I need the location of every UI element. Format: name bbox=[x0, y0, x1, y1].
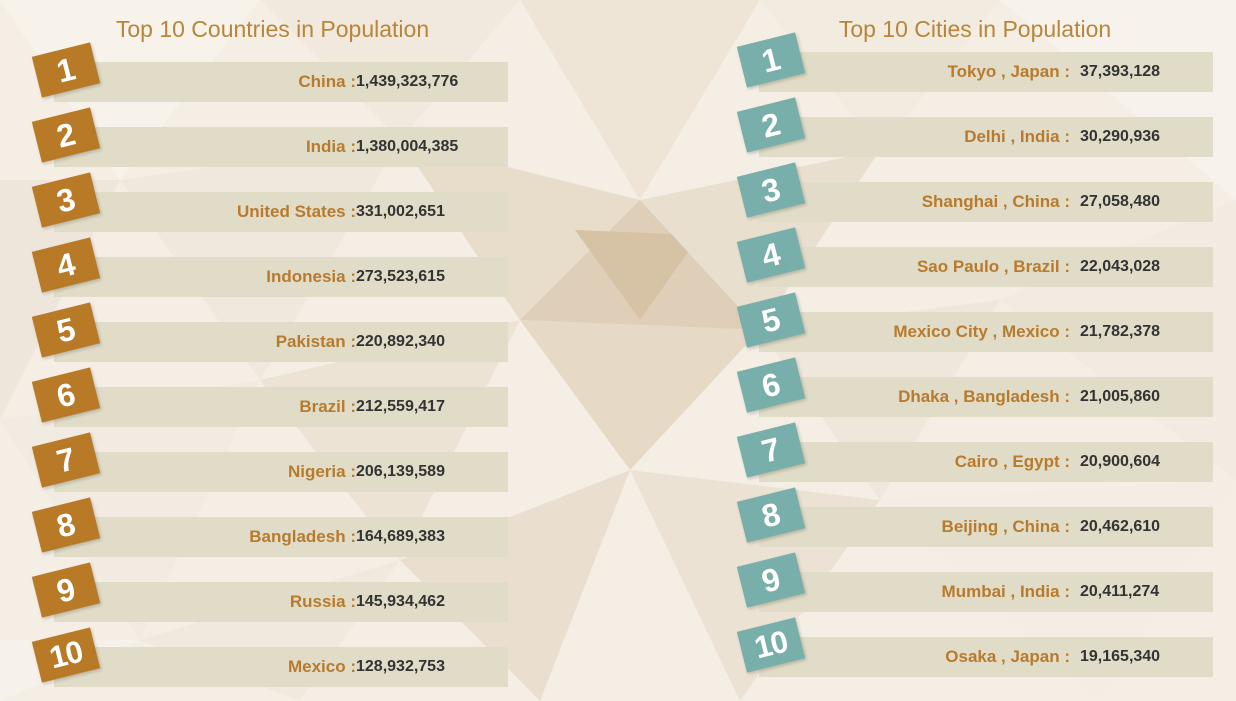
city-population: 27,058,480 bbox=[1080, 193, 1161, 210]
row-bar bbox=[759, 312, 1213, 352]
city-population: 21,005,860 bbox=[1080, 388, 1161, 405]
country-row: 9 Russia : 145,934,462 bbox=[30, 562, 510, 633]
row-bar bbox=[759, 572, 1213, 612]
city-population: 20,411,274 bbox=[1080, 583, 1160, 600]
row-bar bbox=[54, 192, 508, 232]
row-bar bbox=[759, 637, 1213, 677]
country-name: China : bbox=[298, 72, 356, 91]
row-bar bbox=[54, 452, 508, 492]
city-row: 6 Dhaka , Bangladesh : 21,005,860 bbox=[735, 357, 1215, 428]
countries-title: Top 10 Countries in Population bbox=[115, 16, 430, 42]
row-bar bbox=[54, 257, 508, 297]
city-row: 1 Tokyo , Japan : 37,393,128 bbox=[735, 32, 1215, 103]
country-population: 164,689,383 bbox=[356, 528, 445, 545]
city-name: Sao Paulo , Brazil : bbox=[916, 257, 1070, 276]
country-row: 7 Nigeria : 206,139,589 bbox=[30, 432, 510, 503]
row-bar bbox=[54, 387, 508, 427]
city-row: 8 Beijing , China : 20,462,610 bbox=[735, 487, 1215, 558]
country-population: 206,139,589 bbox=[356, 463, 445, 480]
row-bar bbox=[54, 582, 508, 622]
row-bar bbox=[759, 182, 1213, 222]
city-population: 20,462,610 bbox=[1080, 518, 1161, 535]
country-population: 1,439,323,776 bbox=[356, 73, 459, 90]
city-name: Osaka , Japan : bbox=[945, 647, 1070, 666]
city-population: 22,043,028 bbox=[1080, 258, 1161, 275]
city-name: Mexico City , Mexico : bbox=[893, 322, 1070, 341]
city-name: Delhi , India : bbox=[964, 127, 1070, 146]
row-bar bbox=[54, 322, 508, 362]
city-population: 19,165,340 bbox=[1080, 648, 1161, 665]
city-row: 2 Delhi , India : 30,290,936 bbox=[735, 97, 1215, 168]
city-row: 9 Mumbai , India : 20,411,274 bbox=[735, 552, 1215, 623]
city-name: Mumbai , India : bbox=[941, 582, 1070, 601]
country-row: 2 India : 1,380,004,385 bbox=[30, 107, 510, 178]
country-row: 6 Brazil : 212,559,417 bbox=[30, 367, 510, 438]
row-bar bbox=[759, 247, 1213, 287]
country-row: 8 Bangladesh : 164,689,383 bbox=[30, 497, 510, 568]
row-bar bbox=[759, 52, 1213, 92]
country-row: 3 United States : 331,002,651 bbox=[30, 172, 510, 243]
country-row: 10 Mexico : 128,932,753 bbox=[30, 627, 510, 698]
city-population: 20,900,604 bbox=[1080, 453, 1161, 470]
city-population: 21,782,378 bbox=[1080, 323, 1161, 340]
country-population: 1,380,004,385 bbox=[356, 138, 459, 155]
city-row: 3 Shanghai , China : 27,058,480 bbox=[735, 162, 1215, 233]
cities-list: 1 Tokyo , Japan : 37,393,128 2 Delhi , I… bbox=[735, 0, 1215, 701]
row-bar bbox=[759, 442, 1213, 482]
country-name: Indonesia : bbox=[266, 267, 356, 286]
country-population: 331,002,651 bbox=[356, 203, 445, 220]
city-population: 30,290,936 bbox=[1080, 128, 1161, 145]
country-population: 145,934,462 bbox=[356, 593, 445, 610]
row-bar bbox=[54, 647, 508, 687]
city-name: Dhaka , Bangladesh : bbox=[898, 387, 1070, 406]
country-population: 273,523,615 bbox=[356, 268, 445, 285]
city-name: Shanghai , China : bbox=[921, 192, 1070, 211]
country-name: India : bbox=[305, 137, 356, 156]
city-name: Beijing , China : bbox=[941, 517, 1070, 536]
row-bar bbox=[759, 507, 1213, 547]
country-population: 220,892,340 bbox=[356, 333, 445, 350]
row-bar bbox=[759, 377, 1213, 417]
city-row: 7 Cairo , Egypt : 20,900,604 bbox=[735, 422, 1215, 493]
country-name: Russia : bbox=[289, 592, 356, 611]
country-name: Pakistan : bbox=[275, 332, 356, 351]
country-name: Brazil : bbox=[299, 397, 356, 416]
row-bar bbox=[54, 62, 508, 102]
row-bar bbox=[54, 127, 508, 167]
country-population: 212,559,417 bbox=[356, 398, 445, 415]
city-name: Tokyo , Japan : bbox=[947, 62, 1071, 81]
row-bar bbox=[759, 117, 1213, 157]
city-name: Cairo , Egypt : bbox=[954, 452, 1070, 471]
country-row: 1 China : 1,439,323,776 bbox=[30, 42, 510, 113]
countries-list: 1 China : 1,439,323,776 2 India : 1,380,… bbox=[30, 0, 510, 701]
country-row: 4 Indonesia : 273,523,615 bbox=[30, 237, 510, 308]
country-name: Nigeria : bbox=[287, 462, 356, 481]
city-row: 10 Osaka , Japan : 19,165,340 bbox=[735, 617, 1215, 688]
country-row: 5 Pakistan : 220,892,340 bbox=[30, 302, 510, 373]
country-name: Mexico : bbox=[287, 657, 356, 676]
country-name: Bangladesh : bbox=[249, 527, 356, 546]
city-population: 37,393,128 bbox=[1080, 63, 1161, 80]
cities-title: Top 10 Cities in Population bbox=[838, 16, 1112, 42]
country-name: United States : bbox=[236, 202, 356, 221]
city-row: 5 Mexico City , Mexico : 21,782,378 bbox=[735, 292, 1215, 363]
country-population: 128,932,753 bbox=[356, 658, 445, 675]
city-row: 4 Sao Paulo , Brazil : 22,043,028 bbox=[735, 227, 1215, 298]
row-bar bbox=[54, 517, 508, 557]
